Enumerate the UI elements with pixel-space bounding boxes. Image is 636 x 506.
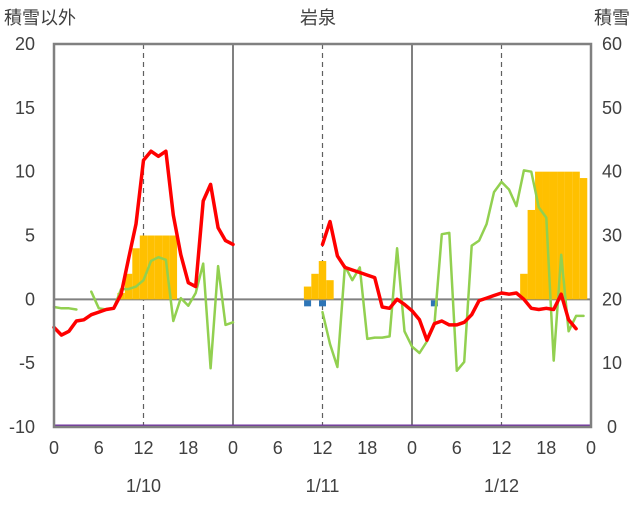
snow-depth-bar bbox=[132, 248, 140, 300]
precip-marker bbox=[304, 300, 312, 307]
y-right-tick-label: 0 bbox=[607, 417, 617, 437]
day-label: 1/10 bbox=[126, 476, 161, 496]
x-tick-label: 6 bbox=[94, 438, 104, 458]
y-left-tick-label: 5 bbox=[25, 226, 35, 246]
x-tick-label: 12 bbox=[312, 438, 332, 458]
snow-depth-bar bbox=[147, 235, 155, 300]
y-axis-right-label: 積雪 bbox=[594, 8, 630, 28]
snow-depth-bar bbox=[572, 171, 580, 300]
x-tick-label: 0 bbox=[49, 438, 59, 458]
snow-depth-bar bbox=[564, 171, 573, 300]
y-axis-left-label: 積雪以外 bbox=[4, 8, 76, 28]
y-left-tick-label: -5 bbox=[19, 353, 35, 373]
snow-depth-bar bbox=[557, 171, 565, 300]
x-tick-label: 12 bbox=[133, 438, 153, 458]
snow-depth-bar bbox=[579, 178, 588, 300]
y-right-tick-label: 30 bbox=[602, 226, 622, 246]
plot-border bbox=[52, 42, 593, 429]
y-left-tick-label: 10 bbox=[15, 162, 35, 182]
x-tick-label: 0 bbox=[407, 438, 417, 458]
y-right-tick-label: 60 bbox=[602, 34, 622, 54]
snow-depth-bar bbox=[303, 286, 312, 300]
snow-depth-bar bbox=[124, 273, 133, 300]
y-axis-right-ticks: 60 50 40 30 20 10 0 bbox=[602, 34, 622, 437]
snow-depth-bar bbox=[154, 235, 163, 300]
x-tick-label: 18 bbox=[357, 438, 377, 458]
x-tick-label: 12 bbox=[491, 438, 511, 458]
precip-marker bbox=[430, 300, 438, 307]
x-tick-label: 6 bbox=[273, 438, 283, 458]
y-left-tick-label: 15 bbox=[15, 98, 35, 118]
snow-depth-bar bbox=[326, 280, 334, 300]
x-tick-label: 18 bbox=[178, 438, 198, 458]
snow-depth-bar bbox=[318, 261, 327, 300]
day-label: 1/12 bbox=[484, 476, 519, 496]
snow-depth-bar bbox=[311, 273, 319, 300]
temperature-line bbox=[52, 149, 578, 342]
day-label: 1/11 bbox=[306, 476, 340, 496]
snow-depth-bar bbox=[139, 235, 148, 300]
precip-marker bbox=[319, 300, 326, 307]
y-right-tick-label: 50 bbox=[602, 98, 622, 118]
day-labels: 1/10 1/11 1/12 bbox=[126, 476, 519, 496]
y-right-tick-label: 40 bbox=[602, 162, 622, 182]
plot-frame bbox=[52, 42, 593, 429]
y-right-tick-label: 20 bbox=[602, 289, 622, 309]
y-left-tick-label: 0 bbox=[25, 289, 35, 309]
x-axis-ticks: 0 6 12 18 0 6 12 18 0 6 12 18 0 bbox=[49, 438, 596, 458]
y-axis-left-ticks: 20 15 10 5 0 -5 -10 bbox=[9, 34, 35, 437]
snow-depth-bar bbox=[169, 235, 178, 300]
precip-markers bbox=[304, 300, 438, 307]
x-tick-label: 6 bbox=[452, 438, 462, 458]
snow-depth-bar bbox=[520, 273, 528, 300]
y-left-tick-label: 20 bbox=[15, 34, 35, 54]
chart-title: 岩泉 bbox=[300, 8, 336, 28]
y-right-tick-label: 10 bbox=[602, 353, 622, 373]
snow-depth-bar bbox=[535, 171, 543, 300]
y-left-tick-label: -10 bbox=[9, 417, 35, 437]
snow-depth-bar bbox=[549, 171, 558, 300]
x-tick-label: 0 bbox=[586, 438, 596, 458]
x-tick-label: 18 bbox=[536, 438, 556, 458]
x-tick-label: 0 bbox=[228, 438, 238, 458]
snow-depth-bar bbox=[527, 209, 536, 300]
